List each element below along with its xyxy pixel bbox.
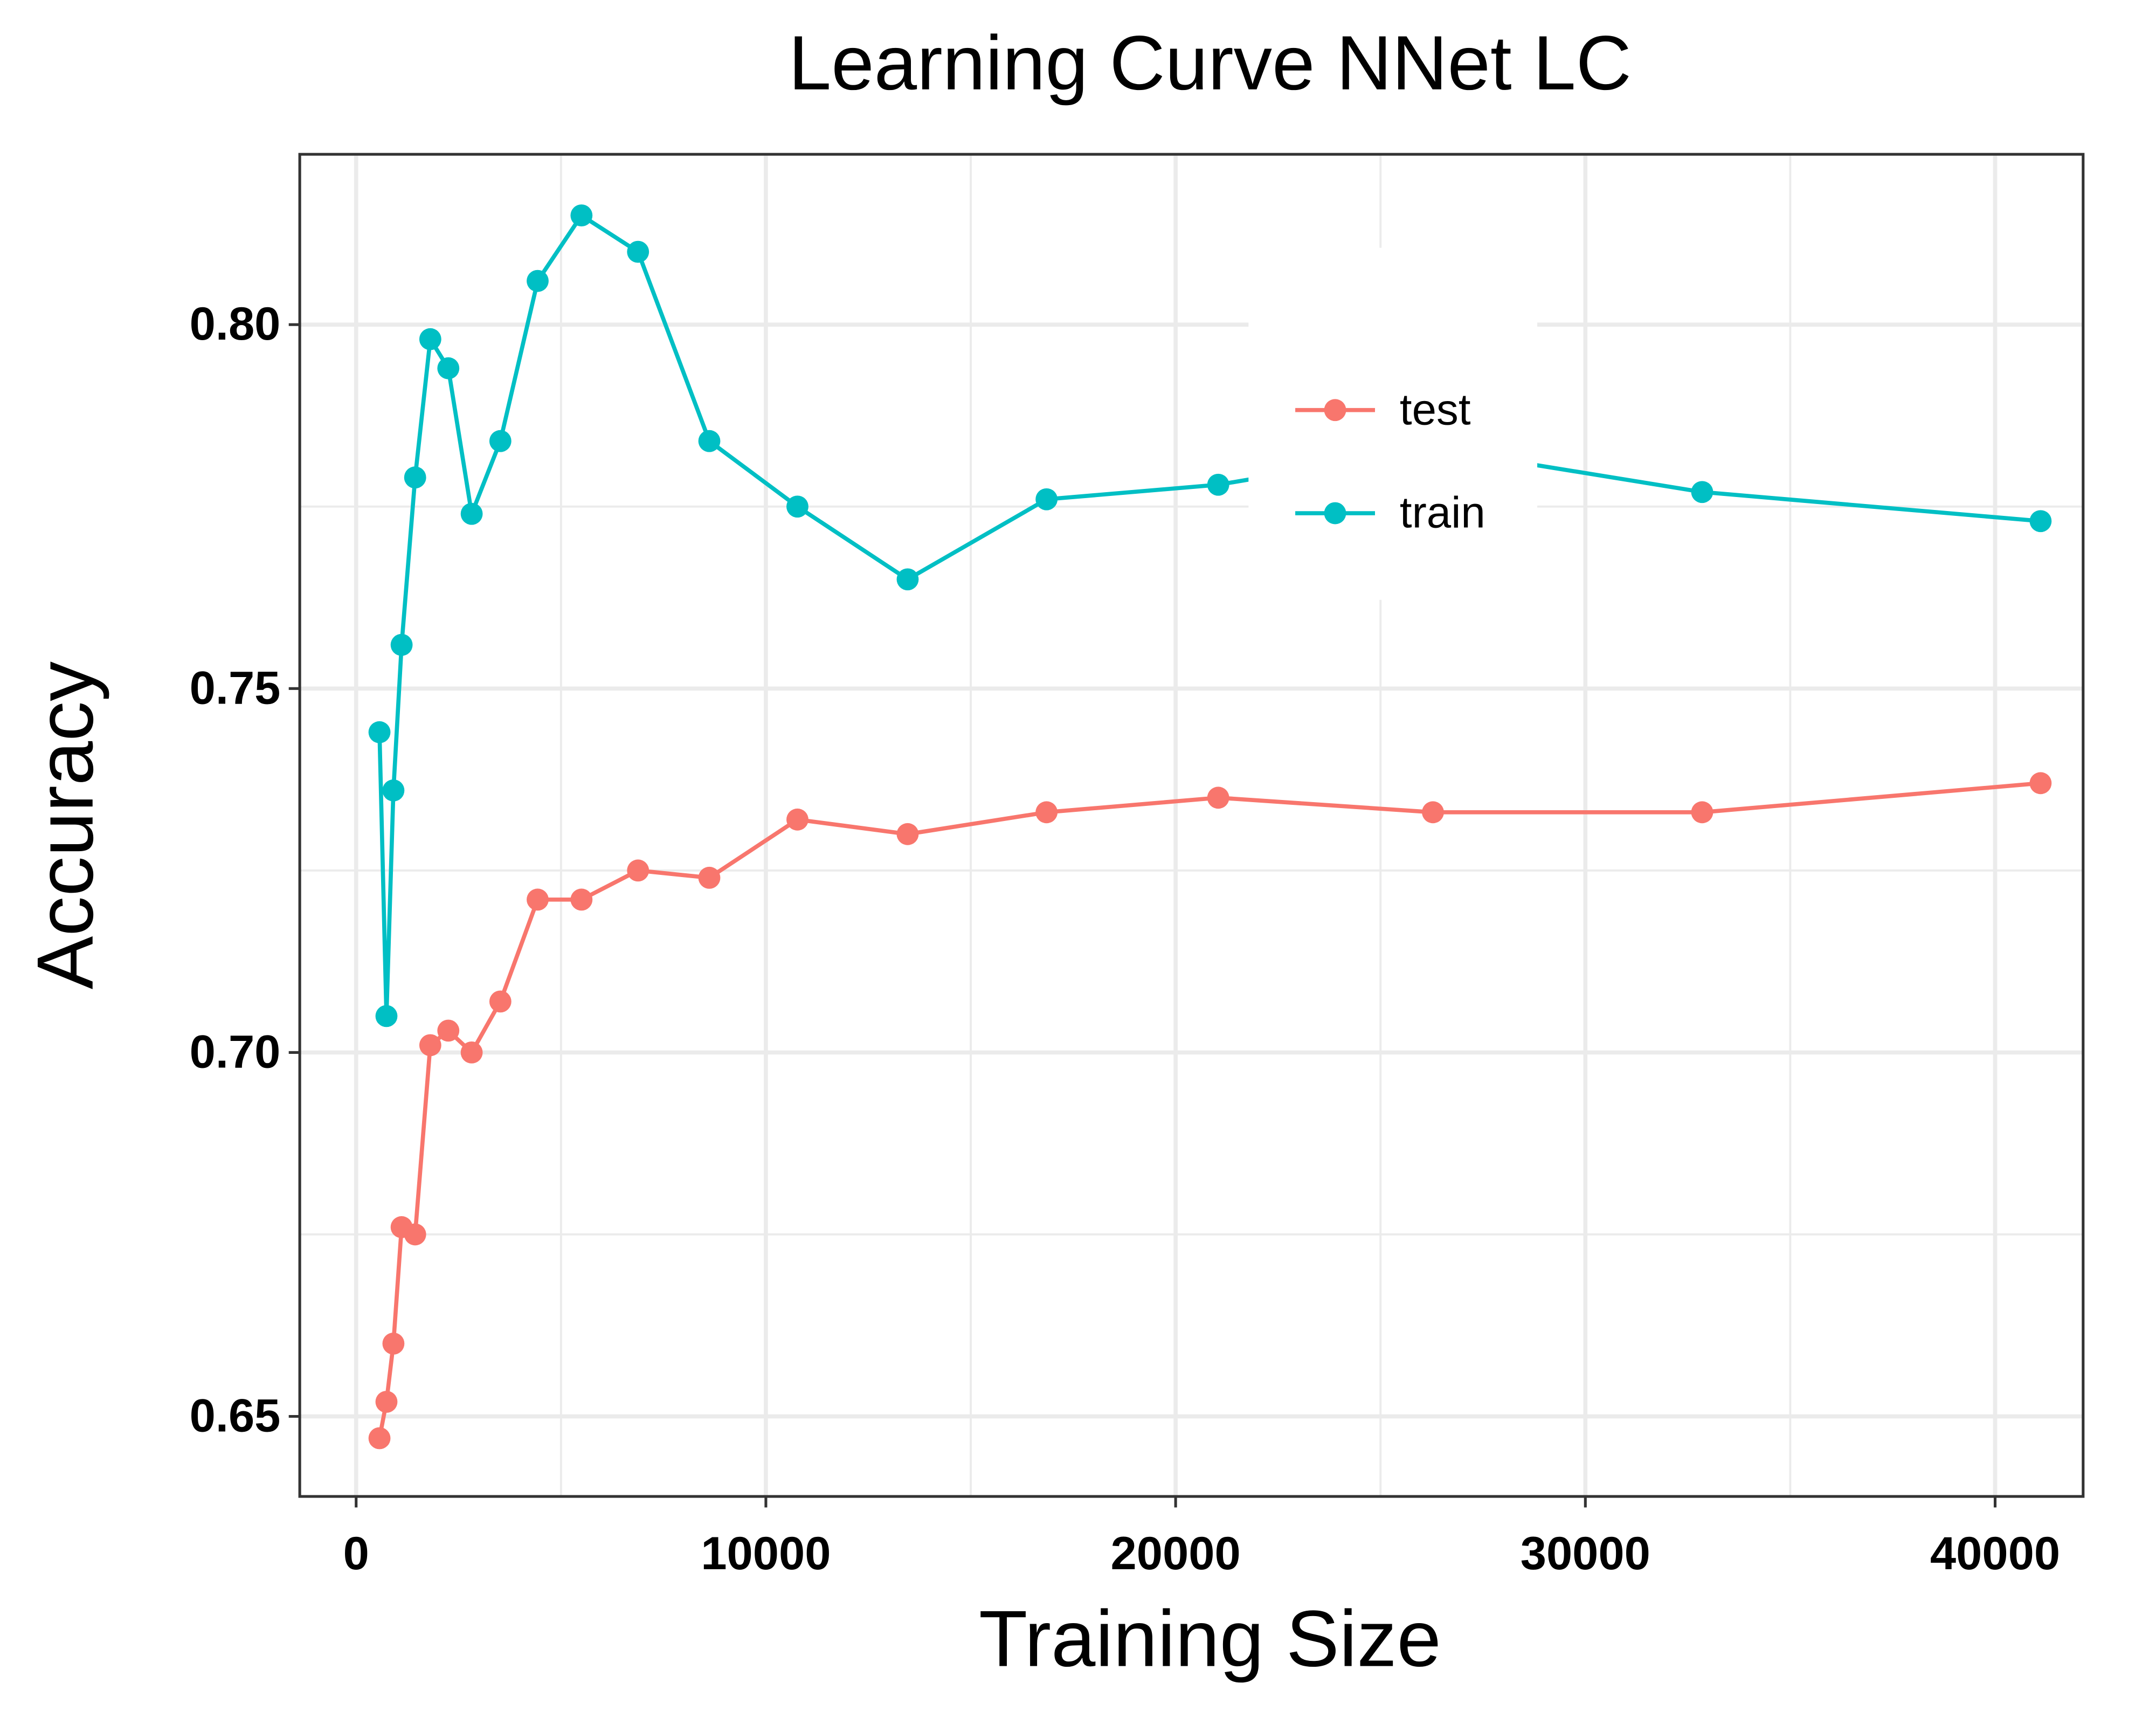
data-point bbox=[896, 823, 919, 845]
data-point bbox=[375, 1005, 398, 1027]
data-point bbox=[437, 357, 460, 380]
data-point bbox=[698, 866, 721, 889]
y-tick-label: 0.80 bbox=[190, 298, 281, 350]
data-point bbox=[1035, 488, 1058, 510]
data-point bbox=[489, 430, 512, 452]
data-point bbox=[419, 1034, 441, 1057]
data-point bbox=[404, 466, 426, 489]
x-tick-label: 10000 bbox=[701, 1527, 831, 1579]
data-point bbox=[570, 888, 593, 911]
legend-key-point bbox=[1324, 502, 1346, 525]
x-tick-label: 40000 bbox=[1930, 1527, 2060, 1579]
data-point bbox=[368, 1427, 391, 1450]
data-point bbox=[1691, 801, 1713, 824]
chart-title: Learning Curve NNet LC bbox=[789, 20, 1632, 106]
x-tick-label: 30000 bbox=[1521, 1527, 1650, 1579]
data-point bbox=[2029, 772, 2052, 795]
data-point bbox=[786, 495, 808, 518]
legend: test train bbox=[1248, 247, 1538, 600]
legend-box bbox=[1248, 247, 1538, 600]
plot-border bbox=[298, 153, 2085, 1498]
x-tick-label: 20000 bbox=[1111, 1527, 1241, 1579]
x-tick-label: 0 bbox=[343, 1527, 369, 1579]
data-point bbox=[698, 430, 721, 452]
data-point bbox=[382, 779, 405, 802]
data-point bbox=[489, 990, 512, 1013]
data-point bbox=[2029, 510, 2052, 533]
data-point bbox=[786, 808, 808, 831]
data-point bbox=[390, 633, 413, 656]
data-point bbox=[527, 888, 549, 911]
data-point bbox=[896, 568, 919, 591]
data-point bbox=[419, 328, 441, 350]
data-point bbox=[1207, 473, 1229, 496]
data-point bbox=[627, 240, 649, 263]
series-line bbox=[377, 212, 2041, 1016]
data-point bbox=[1422, 801, 1444, 824]
legend-key-point bbox=[1324, 399, 1346, 422]
data-point bbox=[1035, 801, 1058, 824]
data-point bbox=[368, 721, 391, 743]
data-point bbox=[437, 1019, 460, 1042]
data-point bbox=[1207, 786, 1229, 809]
y-tick-label: 0.70 bbox=[190, 1025, 281, 1078]
y-axis-title: Accuracy bbox=[21, 661, 110, 989]
x-axis-title: Training Size bbox=[979, 1595, 1441, 1683]
data-point bbox=[382, 1333, 405, 1355]
data-point bbox=[627, 859, 649, 882]
data-point bbox=[404, 1223, 426, 1246]
data-point bbox=[527, 270, 549, 292]
data-point bbox=[375, 1391, 398, 1413]
y-tick-label: 0.65 bbox=[190, 1390, 281, 1442]
data-point bbox=[460, 502, 483, 525]
data-point bbox=[460, 1041, 483, 1064]
legend-label: train bbox=[1400, 488, 1485, 537]
data-point bbox=[570, 204, 593, 227]
data-point bbox=[1691, 481, 1713, 503]
legend-label: test bbox=[1400, 385, 1471, 434]
y-tick-label: 0.75 bbox=[190, 661, 281, 714]
